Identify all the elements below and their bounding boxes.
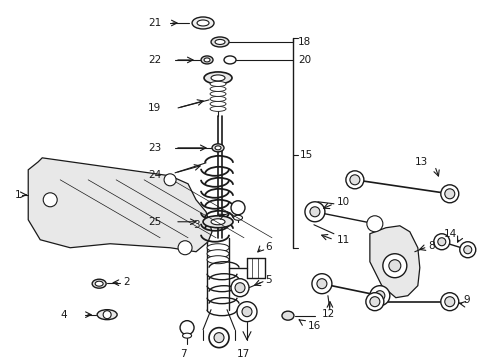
Text: 15: 15 [299, 150, 312, 160]
Polygon shape [369, 226, 419, 298]
Text: 3: 3 [193, 220, 199, 230]
Circle shape [349, 175, 359, 185]
Ellipse shape [224, 56, 236, 64]
Ellipse shape [210, 96, 225, 102]
Ellipse shape [211, 219, 224, 225]
Circle shape [230, 279, 248, 297]
Text: 13: 13 [414, 157, 427, 167]
Circle shape [178, 241, 192, 255]
Circle shape [230, 201, 244, 215]
Circle shape [444, 189, 454, 199]
Circle shape [311, 274, 331, 294]
Circle shape [374, 291, 384, 301]
Circle shape [366, 216, 382, 232]
Ellipse shape [210, 102, 225, 107]
Circle shape [43, 193, 57, 207]
Circle shape [365, 293, 383, 311]
Ellipse shape [212, 144, 224, 152]
Circle shape [237, 302, 257, 322]
Ellipse shape [210, 86, 225, 91]
Text: 23: 23 [148, 143, 161, 153]
Circle shape [164, 174, 176, 186]
Text: 12: 12 [321, 309, 334, 319]
Text: 22: 22 [148, 55, 161, 65]
Ellipse shape [203, 216, 233, 228]
Circle shape [440, 185, 458, 203]
Text: 9: 9 [463, 295, 469, 305]
Text: 16: 16 [307, 321, 321, 330]
Text: 5: 5 [264, 275, 271, 285]
Text: 21: 21 [148, 18, 161, 28]
Text: 25: 25 [148, 217, 161, 227]
Circle shape [437, 238, 445, 246]
Circle shape [103, 311, 111, 319]
Polygon shape [28, 158, 212, 252]
Circle shape [459, 242, 475, 258]
Text: 10: 10 [336, 197, 349, 207]
Circle shape [235, 283, 244, 293]
Ellipse shape [203, 58, 210, 62]
Ellipse shape [182, 333, 191, 338]
Ellipse shape [203, 72, 231, 84]
Text: 2: 2 [123, 277, 129, 287]
Ellipse shape [206, 244, 228, 252]
Ellipse shape [95, 281, 103, 286]
Circle shape [214, 333, 224, 343]
Text: 6: 6 [264, 242, 271, 252]
Circle shape [444, 297, 454, 307]
Ellipse shape [206, 256, 228, 264]
Circle shape [388, 260, 400, 272]
Text: 17: 17 [236, 348, 249, 359]
Text: 4: 4 [60, 310, 67, 320]
Circle shape [208, 328, 228, 348]
Text: 18: 18 [297, 37, 310, 47]
Circle shape [180, 321, 194, 335]
Text: 20: 20 [297, 55, 310, 65]
Ellipse shape [210, 107, 225, 111]
Ellipse shape [211, 37, 228, 47]
Ellipse shape [211, 75, 224, 81]
Text: 24: 24 [148, 170, 161, 180]
Ellipse shape [97, 310, 117, 320]
Ellipse shape [210, 91, 225, 96]
Text: 8: 8 [427, 241, 433, 251]
Circle shape [316, 279, 326, 289]
Circle shape [433, 234, 449, 250]
Circle shape [369, 297, 379, 307]
Circle shape [305, 202, 324, 222]
Ellipse shape [192, 17, 214, 29]
Ellipse shape [282, 311, 293, 320]
Circle shape [309, 207, 319, 217]
Text: 11: 11 [336, 235, 349, 245]
Ellipse shape [215, 146, 221, 150]
Circle shape [369, 286, 389, 306]
Circle shape [382, 254, 406, 278]
Circle shape [463, 246, 471, 254]
Text: 1: 1 [15, 190, 22, 200]
Ellipse shape [92, 279, 106, 288]
Ellipse shape [233, 215, 242, 220]
Circle shape [440, 293, 458, 311]
Ellipse shape [201, 56, 213, 64]
Circle shape [242, 307, 251, 317]
Ellipse shape [215, 40, 224, 44]
Text: 19: 19 [148, 103, 161, 113]
Circle shape [345, 171, 363, 189]
Text: 14: 14 [443, 229, 456, 239]
Ellipse shape [197, 20, 208, 26]
Ellipse shape [206, 250, 228, 258]
Ellipse shape [210, 81, 225, 86]
Text: 7: 7 [180, 348, 186, 359]
